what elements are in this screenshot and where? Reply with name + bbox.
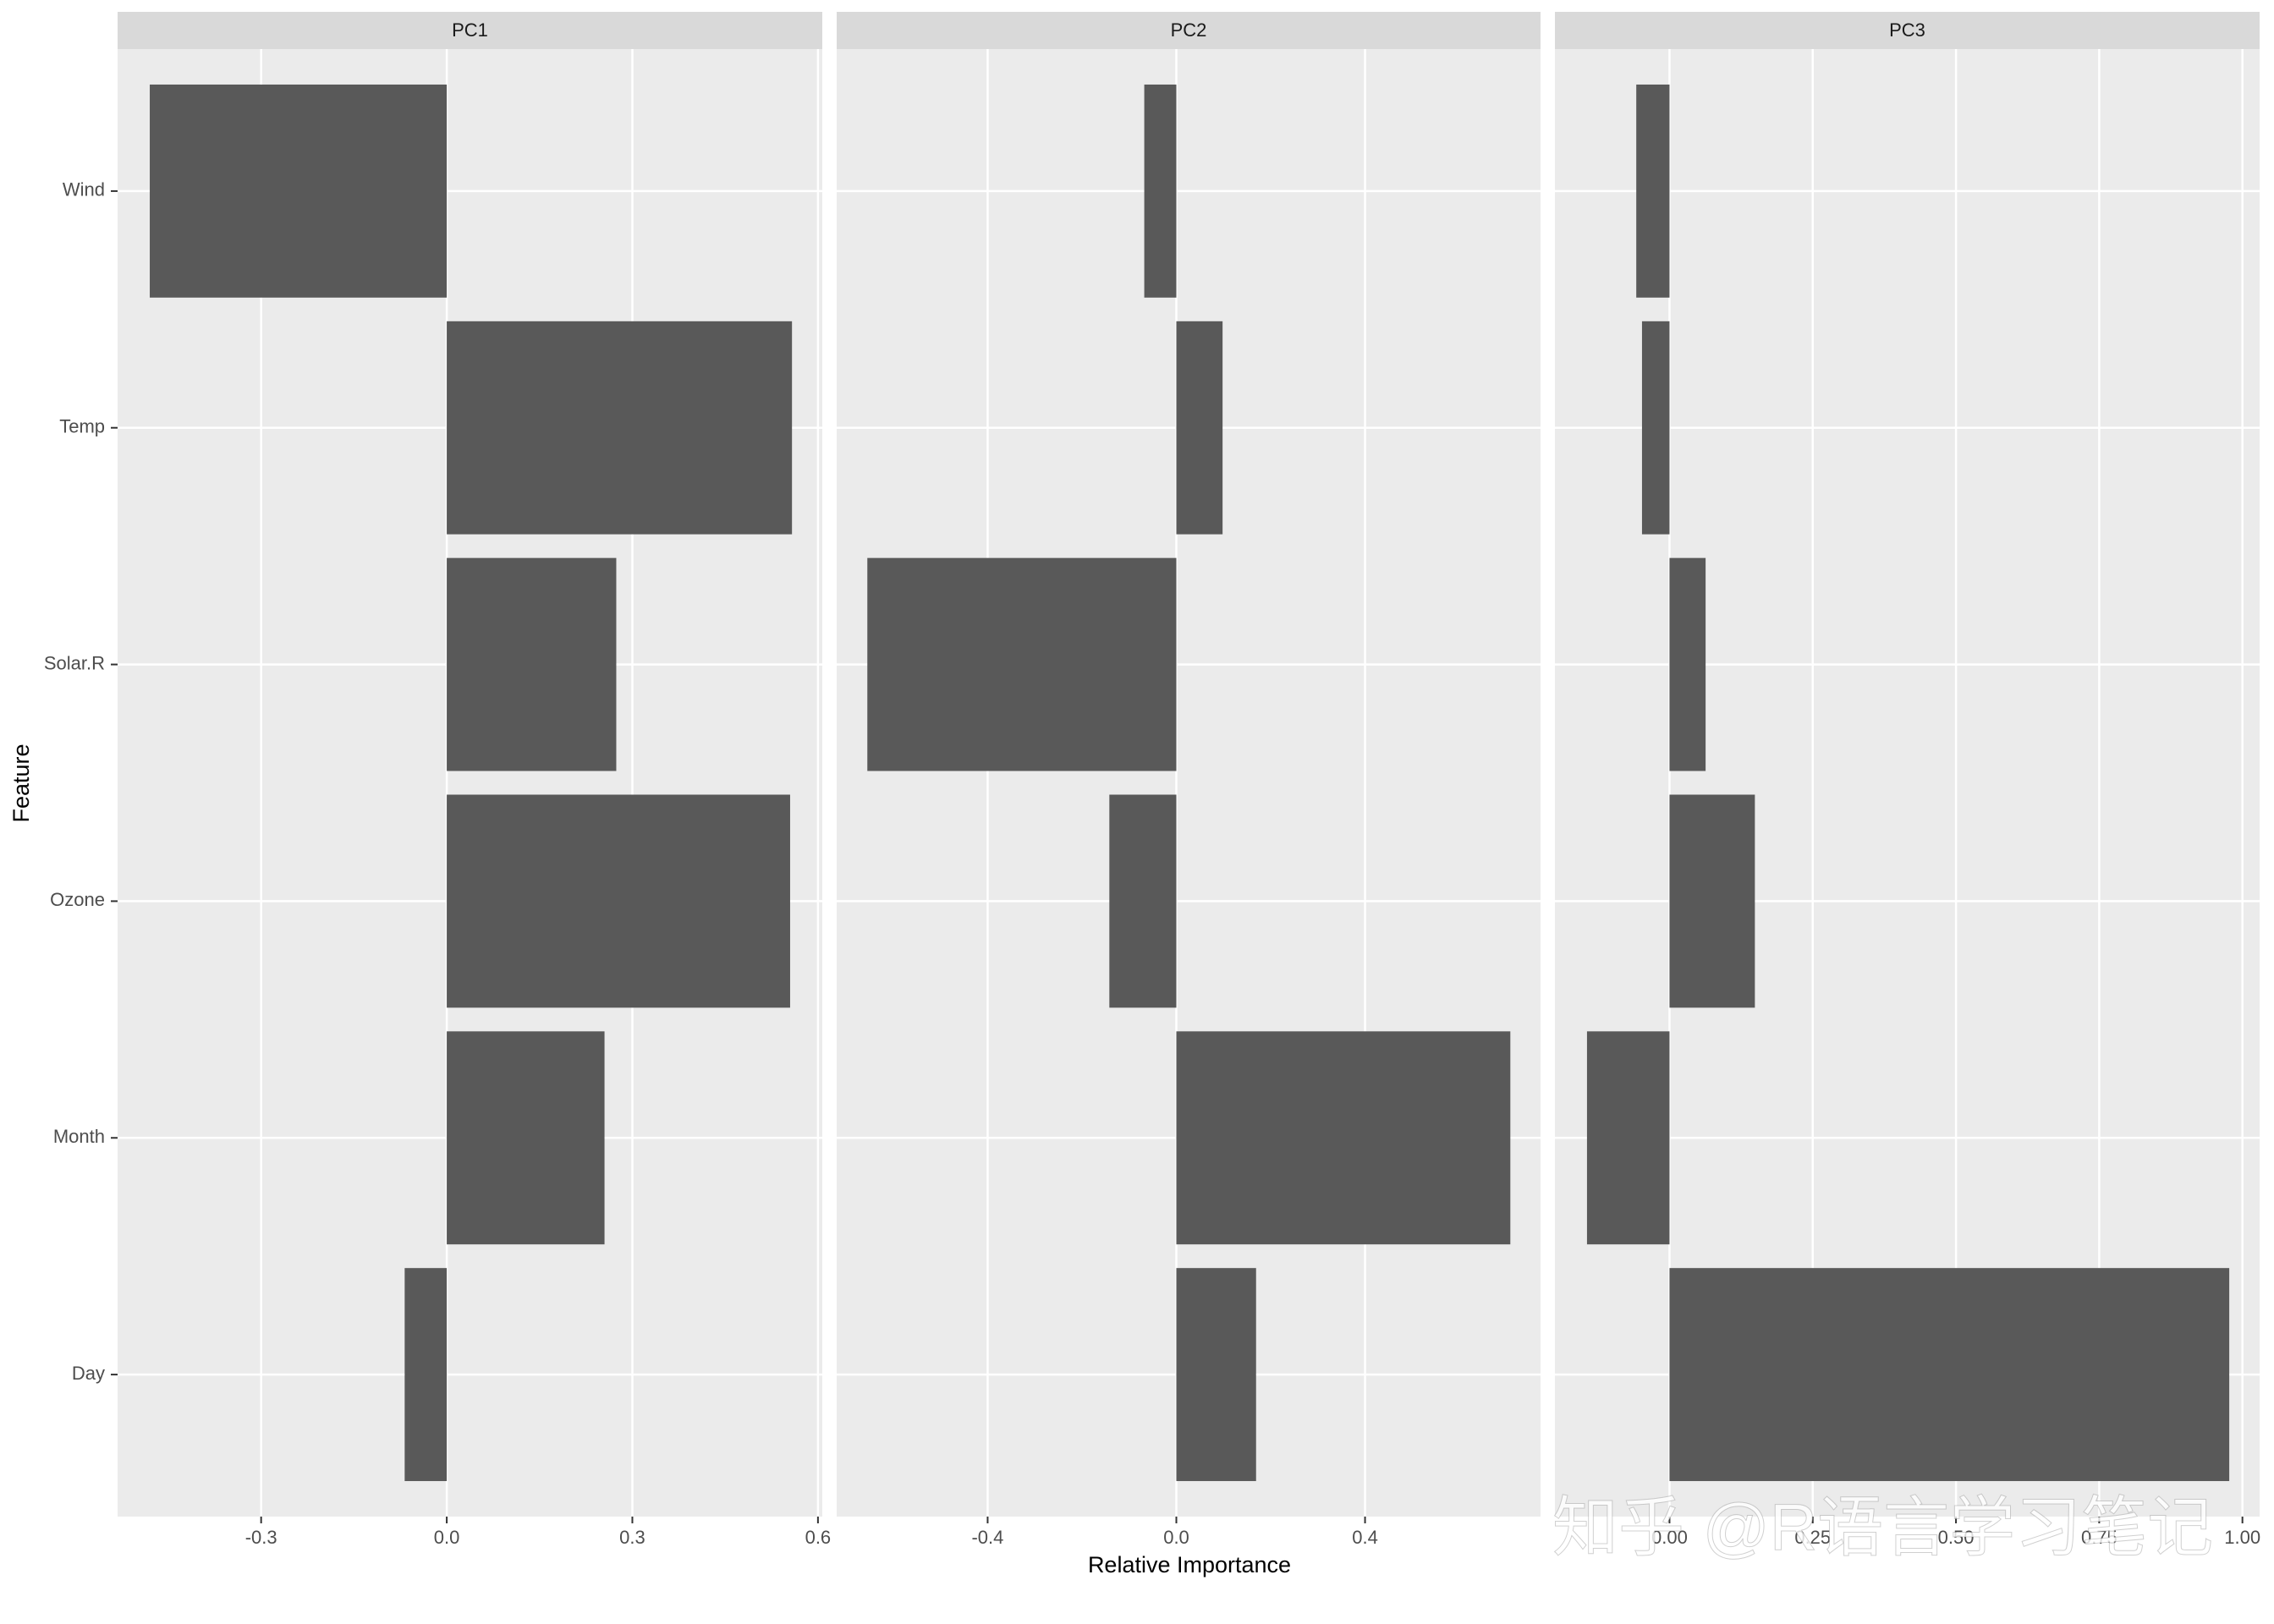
x-tick-label: -0.3 <box>245 1527 277 1548</box>
strip-background <box>1555 12 2260 49</box>
bar <box>1669 794 1755 1008</box>
y-tick-label: Day <box>72 1363 105 1384</box>
x-axis-title: Relative Importance <box>1088 1552 1291 1577</box>
bar <box>1176 1031 1511 1245</box>
x-tick-label: 0.4 <box>1352 1527 1378 1548</box>
x-tick-label: 0.00 <box>1651 1527 1688 1548</box>
x-tick-label: -0.4 <box>971 1527 1003 1548</box>
facet-title: PC2 <box>1171 19 1207 41</box>
bar <box>404 1268 448 1482</box>
bar <box>1641 321 1670 535</box>
bar <box>867 557 1177 771</box>
y-axis-title: Feature <box>8 743 34 822</box>
bar <box>1636 84 1670 298</box>
watermark: 知乎 @R语言学习笔记 <box>1552 1490 2213 1565</box>
bar <box>1109 794 1177 1008</box>
bar <box>1669 1268 2230 1482</box>
bar <box>1669 557 1706 771</box>
x-tick-label: 0.3 <box>619 1527 645 1548</box>
y-tick-label: Month <box>53 1126 105 1147</box>
x-tick-label: 0.6 <box>805 1527 832 1548</box>
x-tick-label: 0.25 <box>1794 1527 1831 1548</box>
bar <box>1176 321 1223 535</box>
strip-background <box>837 12 1541 49</box>
bar <box>1586 1031 1670 1245</box>
bar <box>447 557 617 771</box>
facet-title: PC1 <box>452 19 488 41</box>
x-tick-label: 1.00 <box>2224 1527 2260 1548</box>
y-tick-label: Ozone <box>50 889 105 910</box>
bar <box>1176 1268 1256 1482</box>
x-tick-label: 0.50 <box>1938 1527 1975 1548</box>
bar <box>1144 84 1177 298</box>
bar <box>447 794 790 1008</box>
bar <box>447 321 793 535</box>
bar <box>447 1031 605 1245</box>
x-tick-label: 0.75 <box>2081 1527 2117 1548</box>
facet-title: PC3 <box>1889 19 1925 41</box>
x-tick-label: 0.0 <box>434 1527 460 1548</box>
y-tick-label: Solar.R <box>44 652 105 673</box>
x-tick-label: 0.0 <box>1163 1527 1189 1548</box>
strip-background <box>118 12 822 49</box>
bar <box>150 84 448 298</box>
y-tick-label: Temp <box>59 416 105 437</box>
y-tick-label: Wind <box>63 179 105 200</box>
